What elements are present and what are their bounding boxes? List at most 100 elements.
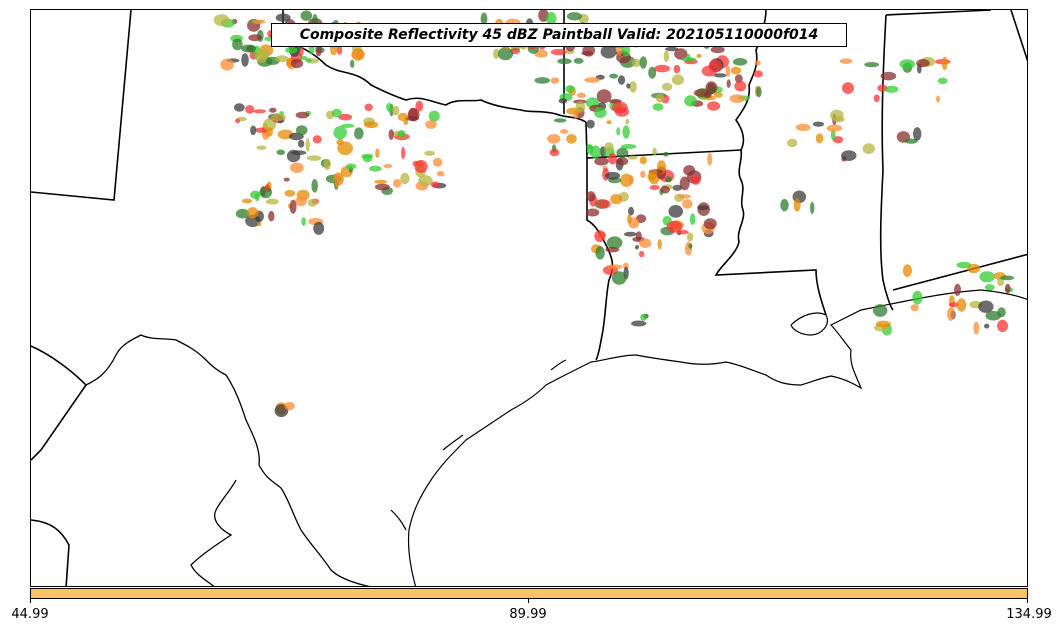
reflectivity-blob (647, 171, 657, 181)
reflectivity-blob (682, 199, 693, 209)
reflectivity-blob (997, 319, 1008, 333)
reflectivity-blob (689, 213, 696, 225)
reflectivity-blob (265, 198, 279, 205)
reflectivity-blob (285, 46, 298, 54)
reflectivity-blob (415, 100, 424, 112)
reflectivity-blob (979, 271, 995, 283)
reflectivity-blob (1000, 275, 1015, 281)
reflectivity-blob (232, 38, 243, 51)
reflectivity-blob (679, 176, 690, 191)
reflectivity-blob (595, 246, 605, 260)
reflectivity-blob (810, 201, 815, 214)
colorbar-tick-min (30, 599, 31, 603)
reflectivity-blob (904, 138, 918, 144)
reflectivity-blob (383, 164, 393, 169)
reflectivity-blob (606, 236, 623, 249)
reflectivity-blob (713, 73, 727, 78)
reflectivity-blob (690, 175, 701, 185)
reflectivity-blob (605, 246, 620, 253)
reflectivity-blob (295, 196, 307, 207)
reflectivity-blob (553, 118, 567, 123)
reflectivity-blob (826, 124, 842, 132)
reflectivity-blob (290, 58, 304, 69)
reflectivity-blob (213, 14, 230, 27)
reflectivity-blob (708, 59, 722, 73)
reflectivity-blob (726, 79, 731, 88)
reflectivity-blob (875, 320, 892, 328)
reflectivity-blob (713, 92, 723, 98)
reflectivity-blob (625, 119, 630, 125)
reflectivity-blob (596, 89, 612, 104)
rio-grande-border (85, 334, 370, 586)
reflectivity-blob (295, 111, 310, 119)
reflectivity-blob (393, 178, 402, 188)
reflectivity-blob (337, 141, 353, 156)
reflectivity-blob (973, 321, 980, 335)
reflectivity-blob (649, 185, 660, 190)
reflectivity-blob (397, 112, 409, 122)
reflectivity-blob (297, 139, 305, 148)
reflectivity-blob (586, 119, 595, 129)
reflectivity-blob (729, 94, 745, 103)
reflectivity-blob (638, 250, 645, 258)
reflectivity-blob (220, 58, 234, 71)
reflectivity-blob (291, 150, 307, 155)
reflectivity-blob (430, 181, 440, 188)
reflectivity-blob (753, 70, 763, 78)
reflectivity-blob (640, 170, 646, 178)
reflectivity-blob (862, 143, 875, 155)
reflectivity-blob (573, 109, 579, 119)
reflectivity-blob (899, 59, 915, 69)
reflectivity-blob (252, 19, 266, 24)
reflectivity-blob (286, 58, 293, 68)
reflectivity-blob (250, 190, 261, 199)
reflectivity-blob (575, 101, 586, 113)
gulf-coastline (390, 289, 1027, 586)
reflectivity-blob (284, 189, 296, 197)
reflectivity-blob (697, 205, 709, 211)
reflectivity-blob (586, 208, 600, 217)
reflectivity-blob (910, 304, 919, 312)
reflectivity-blob (956, 298, 967, 312)
reflectivity-blob (289, 199, 297, 214)
reflectivity-blob (639, 238, 652, 248)
reflectivity-blob (397, 130, 406, 138)
reflectivity-blob (432, 157, 443, 167)
reflectivity-blob (665, 46, 679, 52)
reflectivity-blob (392, 105, 400, 116)
reflectivity-blob (620, 144, 637, 149)
reflectivity-blob (425, 120, 437, 129)
reflectivity-blob (673, 64, 681, 74)
reflectivity-blob (937, 77, 948, 85)
reflectivity-blob (616, 147, 629, 158)
reflectivity-blobs (213, 10, 1015, 418)
reflectivity-blob (596, 199, 611, 209)
reflectivity-blob (688, 243, 693, 249)
reflectivity-blob (263, 118, 277, 131)
reflectivity-blob (295, 125, 308, 136)
reflectivity-blob (663, 50, 670, 63)
reflectivity-blob (734, 80, 747, 92)
reflectivity-blob (652, 147, 657, 156)
reflectivity-blob (407, 108, 420, 122)
reflectivity-blob (880, 71, 897, 81)
reflectivity-blob (954, 283, 961, 296)
reflectivity-blob (787, 138, 798, 148)
reflectivity-blob (374, 183, 390, 191)
reflectivity-blob (275, 13, 291, 22)
reflectivity-blob (400, 172, 410, 185)
reflectivity-blob (565, 85, 575, 93)
reflectivity-blob (550, 77, 560, 84)
reflectivity-blob (812, 121, 825, 127)
reflectivity-blob (693, 88, 710, 97)
reflectivity-blob (401, 146, 406, 160)
reflectivity-blob (839, 58, 853, 64)
reflectivity-blob (256, 145, 267, 150)
reflectivity-blob (639, 156, 647, 165)
reflectivity-blob (305, 58, 312, 63)
reflectivity-blob (984, 284, 995, 291)
reflectivity-blob (560, 129, 569, 134)
reflectivity-blob (248, 34, 262, 42)
reflectivity-blob (873, 304, 888, 317)
reflectivity-blob (1004, 283, 1011, 294)
